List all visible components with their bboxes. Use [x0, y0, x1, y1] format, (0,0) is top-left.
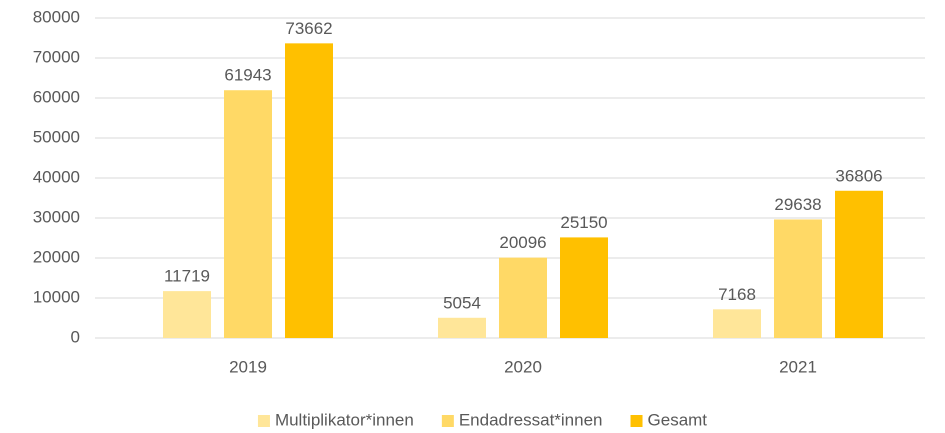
bar	[835, 190, 883, 338]
bar	[163, 291, 211, 338]
data-label: 73662	[285, 19, 332, 38]
data-label: 36806	[835, 166, 882, 185]
data-label: 25150	[560, 213, 607, 232]
legend-label: Endadressat*innen	[459, 410, 603, 429]
legend-swatch	[257, 415, 270, 427]
y-tick-label: 70000	[33, 47, 80, 66]
data-label: 5054	[443, 293, 481, 312]
legend-swatch	[630, 415, 643, 427]
data-label: 20096	[499, 233, 546, 252]
y-tick-label: 0	[71, 327, 80, 346]
y-tick-label: 80000	[33, 7, 80, 26]
data-label: 7168	[718, 285, 756, 304]
bar	[499, 257, 547, 338]
data-label: 29638	[774, 195, 821, 214]
legend-swatch	[441, 415, 454, 427]
x-tick-label: 2020	[504, 357, 542, 376]
y-tick-label: 20000	[33, 247, 80, 266]
y-tick-label: 30000	[33, 207, 80, 226]
legend-label: Multiplikator*innen	[275, 410, 414, 429]
legend-label: Gesamt	[648, 410, 708, 429]
bar	[774, 219, 822, 338]
y-tick-label: 10000	[33, 287, 80, 306]
data-label: 11719	[164, 267, 210, 286]
bar	[438, 317, 486, 338]
x-tick-label: 2021	[779, 357, 817, 376]
bar	[224, 90, 272, 338]
y-tick-label: 40000	[33, 167, 80, 186]
y-tick-label: 50000	[33, 127, 80, 146]
bar	[713, 309, 761, 338]
data-label: 61943	[224, 66, 271, 85]
bar	[285, 43, 333, 339]
x-tick-label: 2019	[229, 357, 267, 376]
bar	[560, 237, 608, 338]
y-tick-label: 60000	[33, 87, 80, 106]
